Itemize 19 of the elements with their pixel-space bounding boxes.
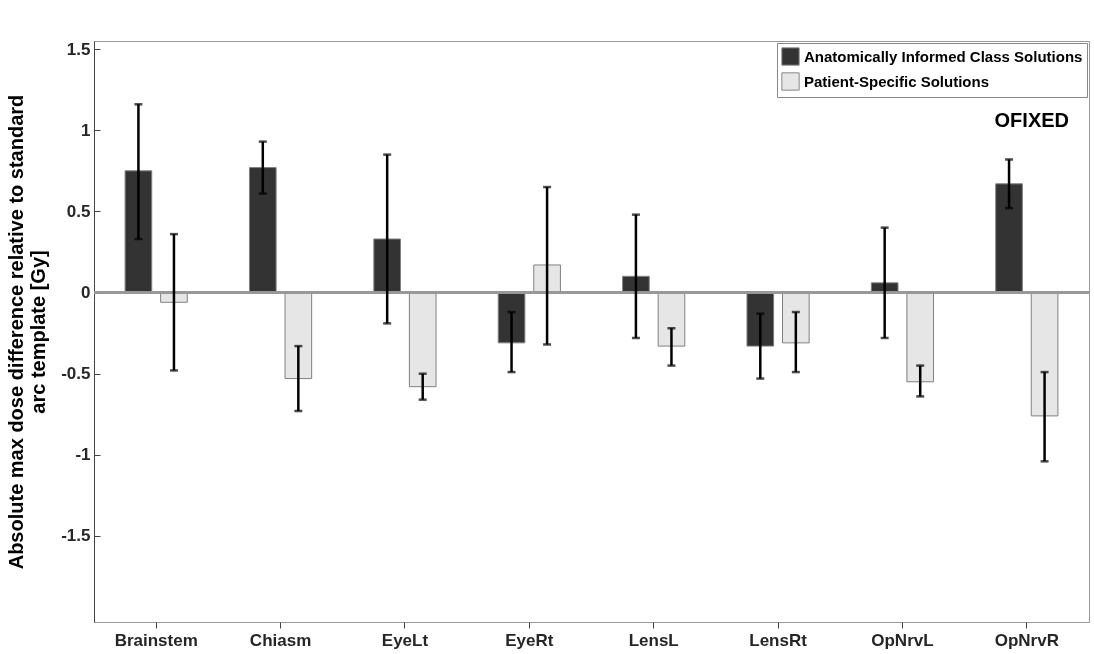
- legend-label: Patient-Specific Solutions: [804, 72, 990, 90]
- x-tick-label: EyeRt: [505, 630, 554, 650]
- x-tick-label: EyeLt: [381, 630, 429, 650]
- x-tick-label: Chiasm: [249, 630, 312, 650]
- x-tick-label: OpNrvL: [871, 630, 934, 650]
- legend-label: Anatomically Informed Class Solutions: [804, 47, 1083, 65]
- y-tick-label: 0.5: [66, 201, 91, 221]
- y-tick-label: 1.5: [66, 39, 91, 59]
- y-tick-label: 1: [81, 120, 91, 140]
- annotation: OFIXED: [994, 109, 1069, 131]
- y-tick-label: 0: [81, 283, 91, 303]
- x-tick-label: OpNrvR: [994, 630, 1059, 650]
- x-tick-label: Brainstem: [114, 630, 198, 650]
- y-axis-title: Absolute max dose difference relative to standard arc template [Gy]: [5, 94, 50, 570]
- y-tick-label: -1.5: [61, 526, 91, 546]
- y-tick-label: -1: [75, 445, 91, 465]
- x-tick-label: LensL: [628, 630, 679, 650]
- y-tick-label: -0.5: [61, 364, 91, 384]
- x-tick-label: LensRt: [749, 630, 808, 650]
